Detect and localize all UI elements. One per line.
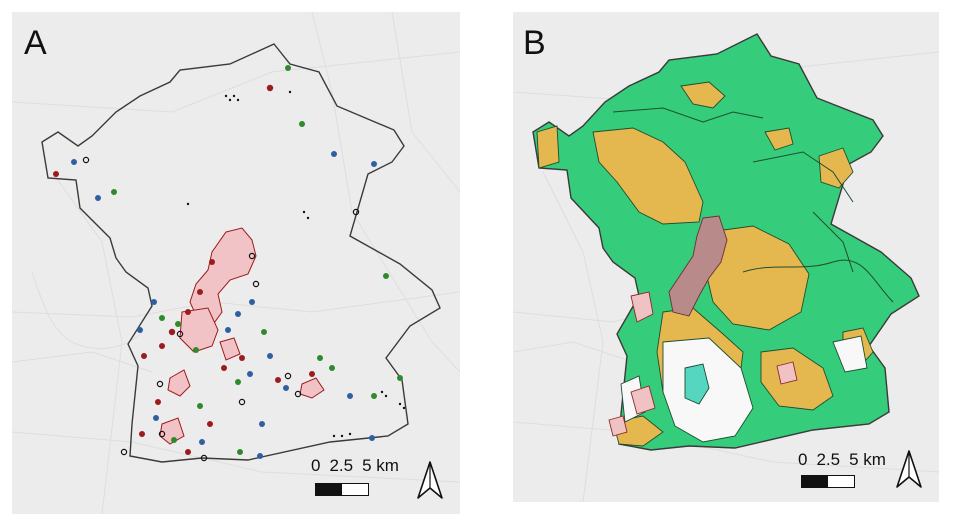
map-panel-a: A 0 2.5 5 km <box>12 12 460 514</box>
scale-bar <box>801 475 855 488</box>
scale-label-end: 5 km <box>362 456 399 475</box>
landcover-teal <box>684 363 710 405</box>
points-blue <box>71 151 377 459</box>
polygon-south-4 <box>219 337 241 361</box>
polygon-cluster-mid <box>179 307 219 353</box>
points-green <box>111 65 403 455</box>
scale-segment-dark <box>316 484 342 495</box>
landcover-pink <box>608 291 798 437</box>
north-arrow-icon <box>417 461 443 499</box>
scale-label-0: 0 <box>311 456 321 475</box>
polygon-layer-red <box>159 227 325 445</box>
polygon-cluster-central <box>189 227 257 327</box>
scale-label-mid: 2.5 <box>816 450 841 469</box>
landcover-hatched-texture <box>668 215 728 317</box>
panel-label-a: A <box>24 24 47 62</box>
polygon-south-2 <box>299 377 325 399</box>
scale-label-end: 5 km <box>849 450 886 469</box>
scale-bar <box>315 483 369 496</box>
scale-label-mid: 2.5 <box>329 456 354 475</box>
map-b-canvas <box>513 33 939 502</box>
points-red <box>53 84 315 455</box>
scale-bar-labels: 0 2.5 5 km <box>311 456 408 476</box>
points-open <box>82 156 360 462</box>
scale-segment-light <box>828 476 854 487</box>
map-panel-b: B 0 2.5 5 km <box>513 12 939 502</box>
scale-bar-labels: 0 2.5 5 km <box>798 450 895 470</box>
north-arrow-icon <box>896 450 922 488</box>
map-a-canvas <box>12 12 460 514</box>
landcover-outlines <box>612 107 894 303</box>
basemap-roads <box>12 12 460 514</box>
municipality-boundary <box>41 43 441 463</box>
panel-label-b: B <box>523 24 546 62</box>
scale-segment-dark <box>802 476 828 487</box>
polygon-south-1 <box>167 369 191 397</box>
scale-label-0: 0 <box>798 450 808 469</box>
scale-segment-light <box>342 484 368 495</box>
points-small-black <box>186 90 406 438</box>
